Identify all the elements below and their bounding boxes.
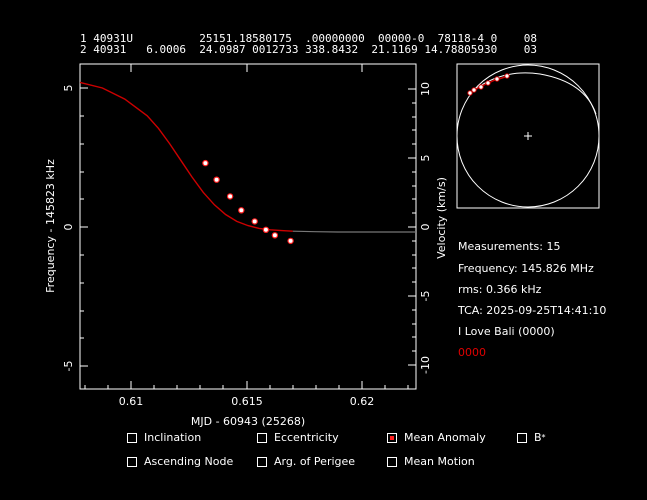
plot-frame (79, 63, 417, 390)
checkbox-label: Arg. of Perigee (274, 455, 356, 468)
x-ticks (84, 64, 409, 389)
model-curve-layer (79, 81, 416, 233)
y-tick-label-right: -5 (419, 291, 432, 302)
x-tick-label: 0.615 (231, 395, 263, 408)
checkbox-eccentricity[interactable]: Eccentricity (257, 431, 339, 444)
pass-point (471, 87, 477, 93)
checkbox-box[interactable] (257, 432, 267, 443)
y-ticks-left (80, 87, 88, 367)
checkbox-mean-anomaly[interactable]: Mean Anomaly (387, 431, 486, 444)
measurement-point (226, 193, 234, 200)
measurement-point (287, 237, 294, 245)
info-site: I Love Bali (0000) (458, 325, 555, 338)
info-rms: rms: 0.366 kHz (458, 283, 542, 296)
info-measurements: Measurements: 15 (458, 240, 561, 253)
track-arc (468, 72, 597, 115)
pass-point (494, 76, 500, 82)
y-axis-title-left: Frequency - 145823 kHz (44, 159, 57, 293)
checkbox-box[interactable] (127, 456, 137, 467)
y-axis-title-right: Velocity (km/s) (435, 177, 448, 259)
measurement-point (202, 159, 209, 167)
x-axis-title: MJD - 60943 (25268) (191, 415, 305, 428)
y-tick-label-right: 0 (419, 224, 432, 231)
measurement-point (262, 226, 270, 233)
checkbox-box-checked[interactable] (387, 432, 397, 443)
checkbox-arg-perigee[interactable]: Arg. of Perigee (257, 455, 355, 468)
measurement-point (238, 207, 245, 214)
x-tick-label: 0.62 (350, 395, 375, 408)
checkbox-box[interactable] (257, 456, 267, 467)
x-tick-label: 0.61 (119, 395, 144, 408)
checkbox-box[interactable] (517, 432, 527, 443)
y-tick-label-right: 5 (419, 155, 432, 162)
measurement-points-layer (202, 159, 294, 245)
y-tick-label-left: 0 (62, 224, 75, 231)
pass-point (467, 90, 473, 96)
pass-point (485, 80, 491, 86)
measurement-point (251, 218, 258, 225)
checkbox-bstar[interactable]: B * (517, 431, 546, 444)
checkbox-box[interactable] (127, 432, 137, 443)
y-tick-label-left: -5 (62, 361, 75, 372)
y-tick-label-right: 10 (419, 82, 432, 96)
checkbox-mean-motion[interactable]: Mean Motion (387, 455, 475, 468)
tle-line-2: 2 40931 6.0006 24.0987 0012733 338.8432 … (80, 43, 537, 56)
horizon-circle (456, 64, 600, 208)
checkbox-label: Mean Motion (404, 455, 475, 468)
measurement-point (213, 176, 220, 183)
checkbox-label: Eccentricity (274, 431, 339, 444)
info-frequency: Frequency: 145.826 MHz (458, 262, 594, 275)
y-tick-label-right: -10 (419, 356, 432, 374)
pass-point (504, 73, 510, 79)
info-code: 0000 (458, 346, 486, 359)
model-curve-predicted (292, 230, 416, 233)
model-curve-fitted (79, 81, 293, 232)
checkbox-label: Inclination (144, 431, 202, 444)
checkbox-box[interactable] (387, 456, 397, 467)
y-ticks-right (408, 88, 416, 366)
y-tick-label-left: 5 (62, 85, 75, 92)
pass-point (478, 84, 484, 90)
checkbox-label: B (534, 431, 542, 444)
checkbox-label: Ascending Node (144, 455, 234, 468)
checkbox-ascending-node[interactable]: Ascending Node (127, 455, 233, 468)
checkbox-inclination[interactable]: Inclination (127, 431, 201, 444)
measurement-point (271, 232, 279, 239)
sky-map (456, 63, 600, 209)
checkbox-label: Mean Anomaly (404, 431, 486, 444)
tle-line-1: 1 40931U 25151.18580175 .00000000 00000-… (80, 32, 537, 45)
info-tca: TCA: 2025-09-25T14:41:10 (458, 304, 607, 317)
